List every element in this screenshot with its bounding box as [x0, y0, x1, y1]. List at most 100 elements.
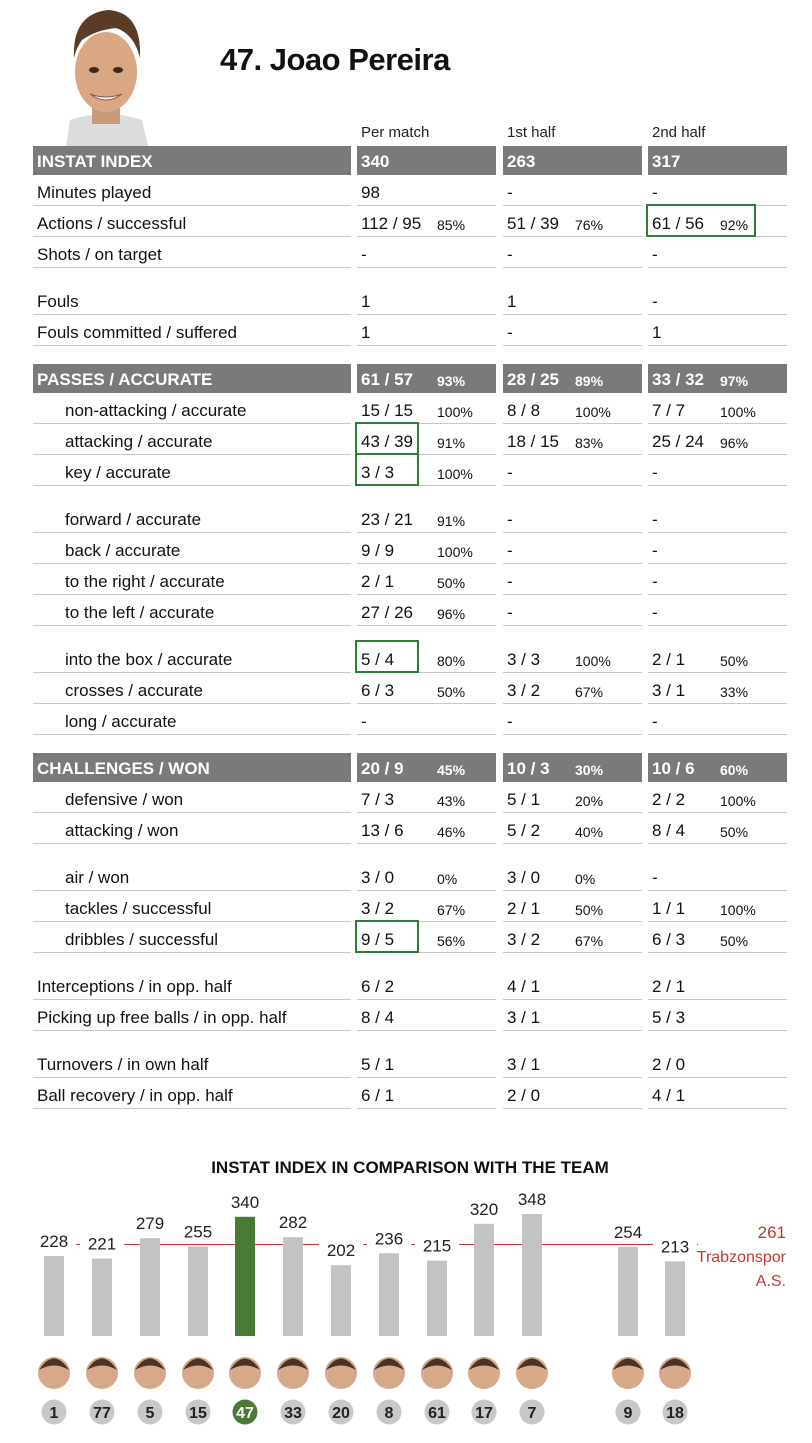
cell-per-match: 15 / 15 100% [357, 395, 496, 424]
cell-value: 3 / 1 [507, 1008, 541, 1027]
cell-percent: 100% [575, 404, 611, 420]
row-label-cell: dribbles / successful [33, 924, 351, 953]
row-label-cell: Minutes played [33, 177, 351, 206]
bar-value-label: 279 [136, 1214, 164, 1233]
bar [474, 1223, 494, 1336]
player-avatar-hair [374, 1358, 404, 1370]
row-label: Interceptions / in opp. half [37, 977, 232, 996]
table-row: key / accurate 3 / 3 100% - - [0, 453, 812, 488]
cell-percent: 83% [575, 435, 604, 451]
cell-percent: 50% [720, 824, 749, 840]
cell-per-match: 3 / 0 0% [357, 862, 496, 891]
cell-1st-half: 3 / 3 100% [503, 644, 642, 673]
cell-value: 20 / 9 [361, 759, 404, 778]
highlight-box [355, 453, 419, 486]
bar-label-bg [271, 1211, 315, 1232]
cell-2nd-half: 3 / 1 33% [648, 675, 787, 704]
cell-value: 4 / 1 [652, 1086, 686, 1105]
cell-value: - [507, 603, 513, 622]
bar-label-bg [510, 1188, 554, 1208]
cell-value: - [652, 712, 658, 731]
row-label-cell: Actions / successful [33, 208, 351, 237]
bar [379, 1253, 399, 1336]
player-number: 77 [93, 1405, 111, 1422]
table-row: attacking / accurate 43 / 39 91% 18 / 15 83%… [0, 422, 812, 457]
cell-1st-half: - [503, 457, 642, 486]
player-number-badge [615, 1399, 641, 1425]
row-label-cell: back / accurate [33, 535, 351, 564]
cell-percent: 100% [437, 466, 473, 482]
cell-percent: 50% [437, 684, 466, 700]
row-label: Actions / successful [37, 214, 187, 233]
player-avatar-hair [39, 1358, 69, 1370]
bar-label-bg [367, 1227, 411, 1248]
row-label-cell: to the right / accurate [33, 566, 351, 595]
cell-value: - [652, 510, 658, 529]
cell-1st-half: 3 / 1 [503, 1049, 642, 1078]
cell-1st-half: 5 / 1 20% [503, 784, 642, 813]
cell-value: 9 / 9 [361, 541, 395, 560]
cell-value: 28 / 25 [507, 370, 559, 389]
cell-value: - [652, 868, 658, 887]
team-name-suffix: A.S. [756, 1273, 786, 1290]
player-number: 18 [666, 1405, 684, 1422]
cell-value: 5 / 2 [507, 821, 541, 840]
cell-2nd-half: - [648, 597, 787, 626]
cell-value: 4 / 1 [507, 977, 541, 996]
bar-value-label: 202 [327, 1241, 355, 1260]
cell-1st-half: 28 / 25 89% [503, 364, 642, 393]
bar-label-bg [462, 1197, 506, 1218]
bar [92, 1258, 112, 1336]
cell-per-match: 13 / 6 46% [357, 815, 496, 844]
bar [618, 1246, 638, 1336]
player-number: 7 [528, 1405, 537, 1422]
cell-2nd-half: 4 / 1 [648, 1080, 787, 1109]
bar-label-bg [415, 1234, 459, 1255]
cell-value: 8 / 8 [507, 401, 541, 420]
cell-percent: 46% [437, 824, 466, 840]
player-number: 1 [50, 1405, 59, 1422]
cell-value: - [652, 572, 658, 591]
cell-value: - [507, 541, 513, 560]
cell-2nd-half: - [648, 286, 787, 315]
column-header-per-match: Per match [361, 124, 430, 141]
table-row: Picking up free balls / in opp. half 8 / … [0, 1002, 812, 1033]
player-number: 5 [146, 1405, 155, 1422]
cell-1st-half: - [503, 239, 642, 268]
row-label-cell: crosses / accurate [33, 675, 351, 704]
cell-value: 3 / 3 [361, 463, 395, 482]
player-number-badge [519, 1399, 545, 1425]
cell-per-match: 6 / 3 50% [357, 675, 496, 704]
cell-value: 5 / 3 [652, 1008, 686, 1027]
cell-1st-half: - [503, 317, 642, 346]
player-number: 20 [332, 1405, 350, 1422]
table-row: PASSES / ACCURATE 61 / 57 93% 28 / 25 89% 33 … [0, 364, 812, 395]
highlight-box [355, 422, 419, 455]
row-label: attacking / accurate [65, 432, 213, 451]
player-avatar-hair [660, 1358, 690, 1370]
row-label-cell: CHALLENGES / WON [33, 753, 351, 782]
bar-value-label: 236 [375, 1229, 403, 1248]
cell-per-match: 7 / 3 43% [357, 784, 496, 813]
cell-1st-half: 3 / 0 0% [503, 862, 642, 891]
cell-percent: 67% [575, 933, 604, 949]
cell-value: 18 / 15 [507, 432, 559, 451]
cell-value: 6 / 3 [652, 930, 686, 949]
cell-2nd-half: - [648, 177, 787, 206]
player-avatar-hair [469, 1358, 499, 1370]
player-number: 33 [284, 1405, 302, 1422]
player-number-badge [137, 1399, 163, 1425]
cell-percent: 20% [575, 793, 604, 809]
row-label: PASSES / ACCURATE [37, 370, 213, 389]
row-label: crosses / accurate [65, 681, 203, 700]
bar [331, 1265, 351, 1336]
table-row: attacking / won 13 / 6 46% 5 / 2 40% 8 / 4 50% [0, 815, 812, 846]
bar-value-label: 228 [40, 1232, 68, 1251]
row-label: Fouls [37, 292, 79, 311]
player-avatar-hair [278, 1358, 308, 1370]
cell-per-match: 8 / 4 [357, 1002, 496, 1031]
cell-per-match: 9 / 9 100% [357, 535, 496, 564]
table-row: CHALLENGES / WON 20 / 9 45% 10 / 3 30% 10 / 6… [0, 753, 812, 784]
cell-value: 9 / 5 [361, 930, 395, 949]
